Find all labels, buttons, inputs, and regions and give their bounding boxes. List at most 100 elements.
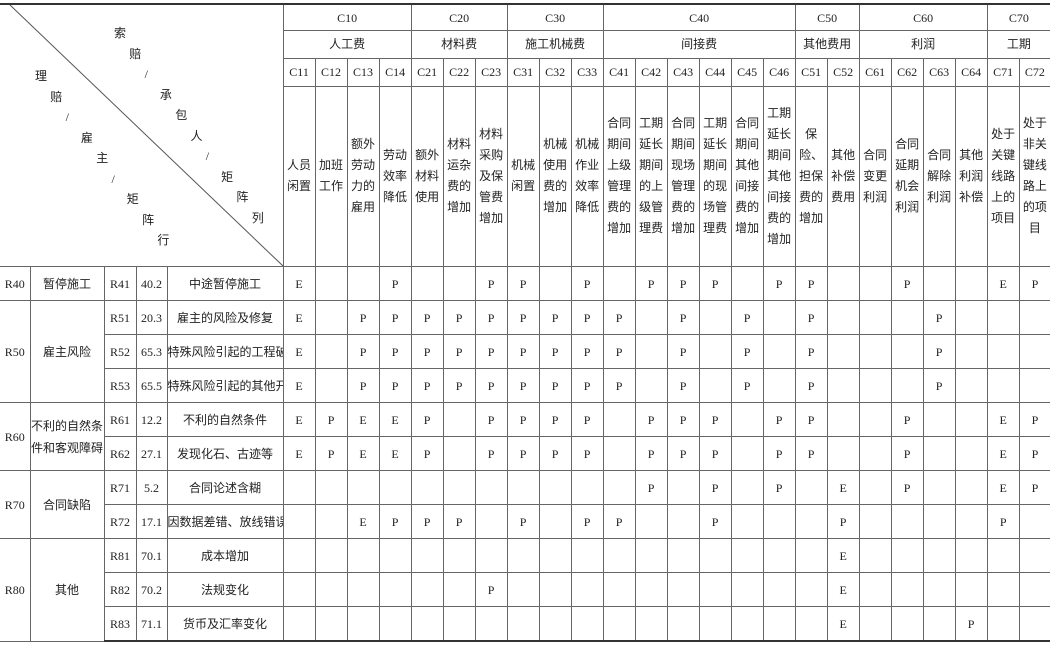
matrix-cell-c71: E (986, 402, 1020, 437)
matrix-cell-c23: P (474, 436, 508, 471)
matrix-cell-c72: P (1018, 402, 1051, 437)
matrix-cell-c45 (730, 504, 764, 539)
matrix-cell-c21 (410, 572, 444, 607)
matrix-cell-c32 (538, 606, 572, 642)
column-axis-label: / (205, 149, 210, 163)
column-label-text: 机械使用费的增加 (543, 137, 568, 215)
matrix-cell-c11: E (282, 402, 316, 437)
column-code-c64: C64 (954, 57, 988, 87)
column-code-c72: C72 (1018, 57, 1051, 87)
column-label-text: 合同期间其他间接费的增加 (735, 116, 760, 236)
column-label-c21: 额外材料使用 (410, 85, 444, 267)
matrix-cell-c46 (762, 572, 796, 607)
group-name: 其他费用 (794, 30, 860, 59)
row-code: R72 (103, 504, 137, 539)
column-label-c52: 其他补偿费用 (826, 85, 860, 267)
matrix-cell-c71: P (986, 504, 1020, 539)
matrix-cell-c42 (634, 504, 668, 539)
matrix-cell-c22 (442, 538, 476, 573)
matrix-cell-c41: P (602, 504, 636, 539)
matrix-cell-c21 (410, 606, 444, 642)
column-axis-label: 列 (251, 210, 264, 225)
row-axis-label: 行 (157, 233, 170, 247)
matrix-cell-c23: P (474, 266, 508, 301)
matrix-cell-c42: P (634, 436, 668, 471)
matrix-cell-c63 (922, 538, 956, 573)
row-code: R82 (103, 572, 137, 607)
matrix-cell-c22 (442, 402, 476, 437)
row-group-code: R50 (0, 300, 31, 403)
group-code-c50: C50 (794, 3, 860, 32)
column-label-c43: 合同期间现场管理费的增加 (666, 85, 700, 267)
matrix-cell-c32: P (538, 334, 572, 369)
matrix-cell-c41 (602, 402, 636, 437)
matrix-cell-c64 (954, 368, 988, 403)
matrix-cell-c21: P (410, 368, 444, 403)
matrix-cell-c13: P (346, 334, 380, 369)
matrix-cell-c44 (698, 606, 732, 642)
matrix-cell-c72: P (1018, 266, 1051, 301)
matrix-cell-c21: P (410, 402, 444, 437)
column-code-c22: C22 (442, 57, 476, 87)
matrix-cell-c64 (954, 300, 988, 335)
matrix-cell-c61 (858, 402, 892, 437)
header-row-column-codes: C11 C12 C13 C14 C21 C22 C23 C31 C32 C33 C41 C42 C43 C… (0, 57, 1051, 87)
matrix-cell-c51 (794, 504, 828, 539)
matrix-cell-c31: P (506, 504, 540, 539)
header-row-group-codes: 索赔 / 承包人 / 矩阵列理赔 / 雇主 / 矩阵行 C10 C20 C30 C40 C50 C60 C70 (0, 3, 1051, 267)
matrix-cell-c71: E (986, 266, 1020, 301)
matrix-cell-c45 (730, 470, 764, 505)
matrix-cell-c33: P (570, 504, 604, 539)
row-value: 12.2 (135, 402, 168, 437)
matrix-cell-c12 (314, 470, 348, 505)
matrix-cell-c52 (826, 436, 860, 471)
column-label-c22: 材料运杂费的增加 (442, 85, 476, 267)
matrix-cell-c21 (410, 538, 444, 573)
group-code-c70: C70 (986, 3, 1051, 32)
matrix-cell-c32 (538, 504, 572, 539)
column-label-text: 材料运杂费的增加 (447, 137, 472, 215)
row-value: 70.1 (135, 538, 168, 573)
matrix-cell-c64 (954, 470, 988, 505)
matrix-cell-c61 (858, 334, 892, 369)
matrix-cell-c46: P (762, 470, 796, 505)
matrix-cell-c45 (730, 436, 764, 471)
matrix-cell-c22: P (442, 300, 476, 335)
column-axis-label: 矩 (221, 169, 234, 184)
group-code-c20: C20 (410, 3, 508, 32)
matrix-cell-c21: P (410, 504, 444, 539)
matrix-cell-c51: P (794, 402, 828, 437)
matrix-cell-c63 (922, 266, 956, 301)
matrix-cell-c23 (474, 470, 508, 505)
column-label-text: 合同延期机会利润 (895, 137, 920, 215)
matrix-cell-c14 (378, 470, 412, 505)
matrix-cell-c43: P (666, 334, 700, 369)
matrix-cell-c42 (634, 334, 668, 369)
matrix-cell-c43 (666, 606, 700, 642)
column-label-text: 保险、担保费的增加 (799, 126, 824, 225)
column-code-c12: C12 (314, 57, 348, 87)
matrix-cell-c44: P (698, 504, 732, 539)
row-code: R62 (103, 436, 137, 471)
matrix-cell-c71: E (986, 470, 1020, 505)
matrix-cell-c64 (954, 436, 988, 471)
column-label-c46: 工期延长期间其他间接费的增加 (762, 85, 796, 267)
matrix-cell-c43 (666, 470, 700, 505)
group-code-c40: C40 (602, 3, 796, 32)
row-group-code: R40 (0, 266, 31, 301)
matrix-cell-c33 (570, 538, 604, 573)
matrix-cell-c43: P (666, 436, 700, 471)
matrix-cell-c32: P (538, 368, 572, 403)
matrix-cell-c63 (922, 606, 956, 642)
matrix-cell-c12 (314, 368, 348, 403)
matrix-cell-c46 (762, 504, 796, 539)
matrix-cell-c43 (666, 572, 700, 607)
matrix-cell-c51: P (794, 436, 828, 471)
matrix-cell-c51: P (794, 266, 828, 301)
header-row-group-names: 人工费 材料费 施工机械费 间接费 其他费用 利润 工期 (0, 30, 1051, 59)
row-group-code: R60 (0, 402, 31, 471)
row-value: 17.1 (135, 504, 168, 539)
row-description: 雇主的风险及修复 (166, 300, 284, 335)
column-label-c14: 劳动效率降低 (378, 85, 412, 267)
matrix-cell-c52 (826, 368, 860, 403)
